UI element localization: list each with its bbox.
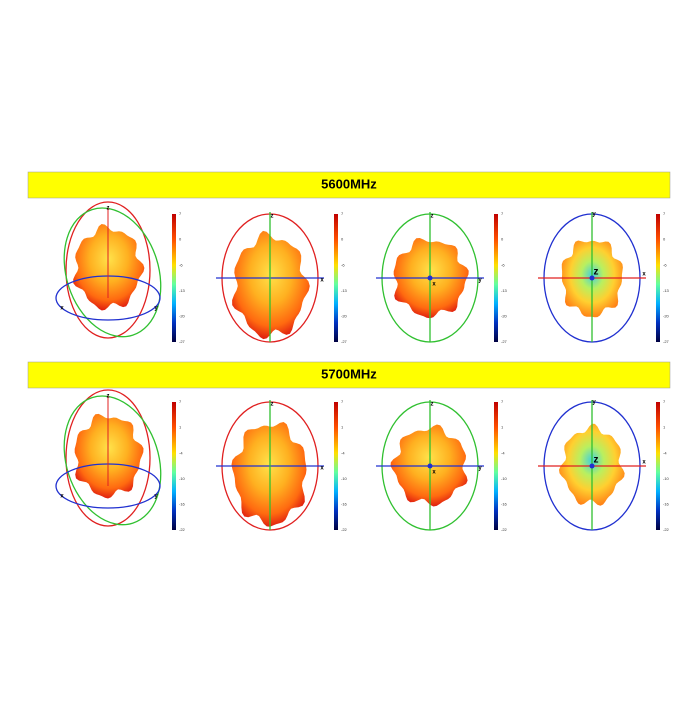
origin	[589, 275, 595, 281]
axis-label: y	[154, 494, 158, 500]
colorbar-label: -6	[501, 262, 505, 267]
colorbar-label: -20	[341, 313, 348, 318]
colorbar	[334, 214, 338, 342]
colorbar-label: 7	[501, 211, 504, 216]
colorbar	[172, 214, 176, 342]
radiation-pattern	[73, 224, 145, 311]
colorbar-label: -22	[663, 527, 670, 532]
axis-label: z	[594, 267, 599, 278]
colorbar-label: -4	[663, 450, 667, 455]
axis-label: z	[107, 394, 110, 400]
colorbar-label: 0	[663, 237, 666, 242]
cut-ellipse	[63, 207, 162, 338]
colorbar-label: -4	[501, 450, 505, 455]
axis-label: z	[107, 206, 110, 212]
axis-label: y	[592, 400, 596, 406]
axis-label: x	[320, 278, 324, 284]
colorbar-label: -10	[663, 476, 670, 481]
axis-label: x	[642, 460, 646, 466]
colorbar-label: -16	[501, 501, 508, 506]
colorbar-label: -13	[179, 288, 186, 293]
colorbar	[656, 214, 660, 342]
axis-label: z	[431, 402, 434, 408]
colorbar-label: 7	[341, 399, 344, 404]
cut-ellipse	[65, 389, 151, 527]
origin	[427, 463, 433, 469]
colorbar-label: -16	[179, 501, 186, 506]
colorbar-label: -6	[341, 262, 345, 267]
radiation-pattern	[231, 422, 307, 527]
colorbar-label: -4	[179, 450, 183, 455]
axis-label: x	[60, 306, 64, 312]
colorbar-label: -27	[663, 339, 670, 344]
colorbar-label: -4	[341, 450, 345, 455]
axis-label: y	[592, 212, 596, 218]
axis-label: z	[594, 455, 599, 466]
colorbar-label: -27	[501, 339, 508, 344]
axis-label: x	[642, 272, 646, 278]
colorbar-label: -22	[501, 527, 508, 532]
axis-label: x	[432, 282, 436, 288]
colorbar-label: -20	[501, 313, 508, 318]
colorbar-label: -27	[341, 339, 348, 344]
cut-ellipse	[63, 395, 162, 526]
colorbar-label: 0	[501, 237, 504, 242]
colorbar-label: 0	[341, 237, 344, 242]
cut-ellipse	[65, 201, 151, 339]
colorbar-label: -10	[501, 476, 508, 481]
colorbar-label: -22	[179, 527, 186, 532]
radiation-pattern	[74, 413, 144, 499]
colorbar-label: 7	[501, 399, 504, 404]
colorbar-label: 7	[663, 211, 666, 216]
colorbar	[494, 214, 498, 342]
axis-label: z	[431, 214, 434, 220]
colorbar-label: 7	[179, 399, 182, 404]
colorbar-label: 7	[179, 211, 182, 216]
origin	[427, 275, 433, 281]
colorbar-label: -20	[179, 313, 186, 318]
axis-label: y	[478, 278, 482, 284]
colorbar	[656, 402, 660, 530]
section-banner	[27, 361, 671, 389]
colorbar-label: -16	[663, 501, 670, 506]
radiation-pattern	[232, 230, 310, 340]
colorbar-label: -6	[663, 262, 667, 267]
colorbar-label: 1	[179, 425, 182, 430]
section-banner	[27, 171, 671, 199]
axis-label: x	[320, 466, 324, 472]
axis-label: z	[271, 214, 274, 220]
colorbar-label: -13	[663, 288, 670, 293]
axis-label: y	[478, 466, 482, 472]
colorbar-label: -10	[179, 476, 186, 481]
colorbar-label: 1	[501, 425, 504, 430]
colorbar-label: -10	[341, 476, 348, 481]
colorbar-label: -16	[341, 501, 348, 506]
colorbar-label: 1	[663, 425, 666, 430]
axis-label: x	[60, 494, 64, 500]
colorbar-label: -22	[341, 527, 348, 532]
colorbar-label: 7	[663, 399, 666, 404]
axis-label: x	[432, 470, 436, 476]
colorbar-label: -13	[501, 288, 508, 293]
colorbar	[334, 402, 338, 530]
colorbar	[172, 402, 176, 530]
origin	[589, 463, 595, 469]
colorbar-label: 0	[179, 237, 182, 242]
colorbar-label: 1	[341, 425, 344, 430]
colorbar-label: -20	[663, 313, 670, 318]
section-title: 5700MHz	[321, 366, 377, 381]
colorbar-label: -6	[179, 262, 183, 267]
axis-label: z	[271, 402, 274, 408]
section-title: 5600MHz	[321, 176, 377, 191]
colorbar-label: -13	[341, 288, 348, 293]
axis-label: y	[154, 306, 158, 312]
colorbar	[494, 402, 498, 530]
colorbar-label: 7	[341, 211, 344, 216]
colorbar-label: -27	[179, 339, 186, 344]
